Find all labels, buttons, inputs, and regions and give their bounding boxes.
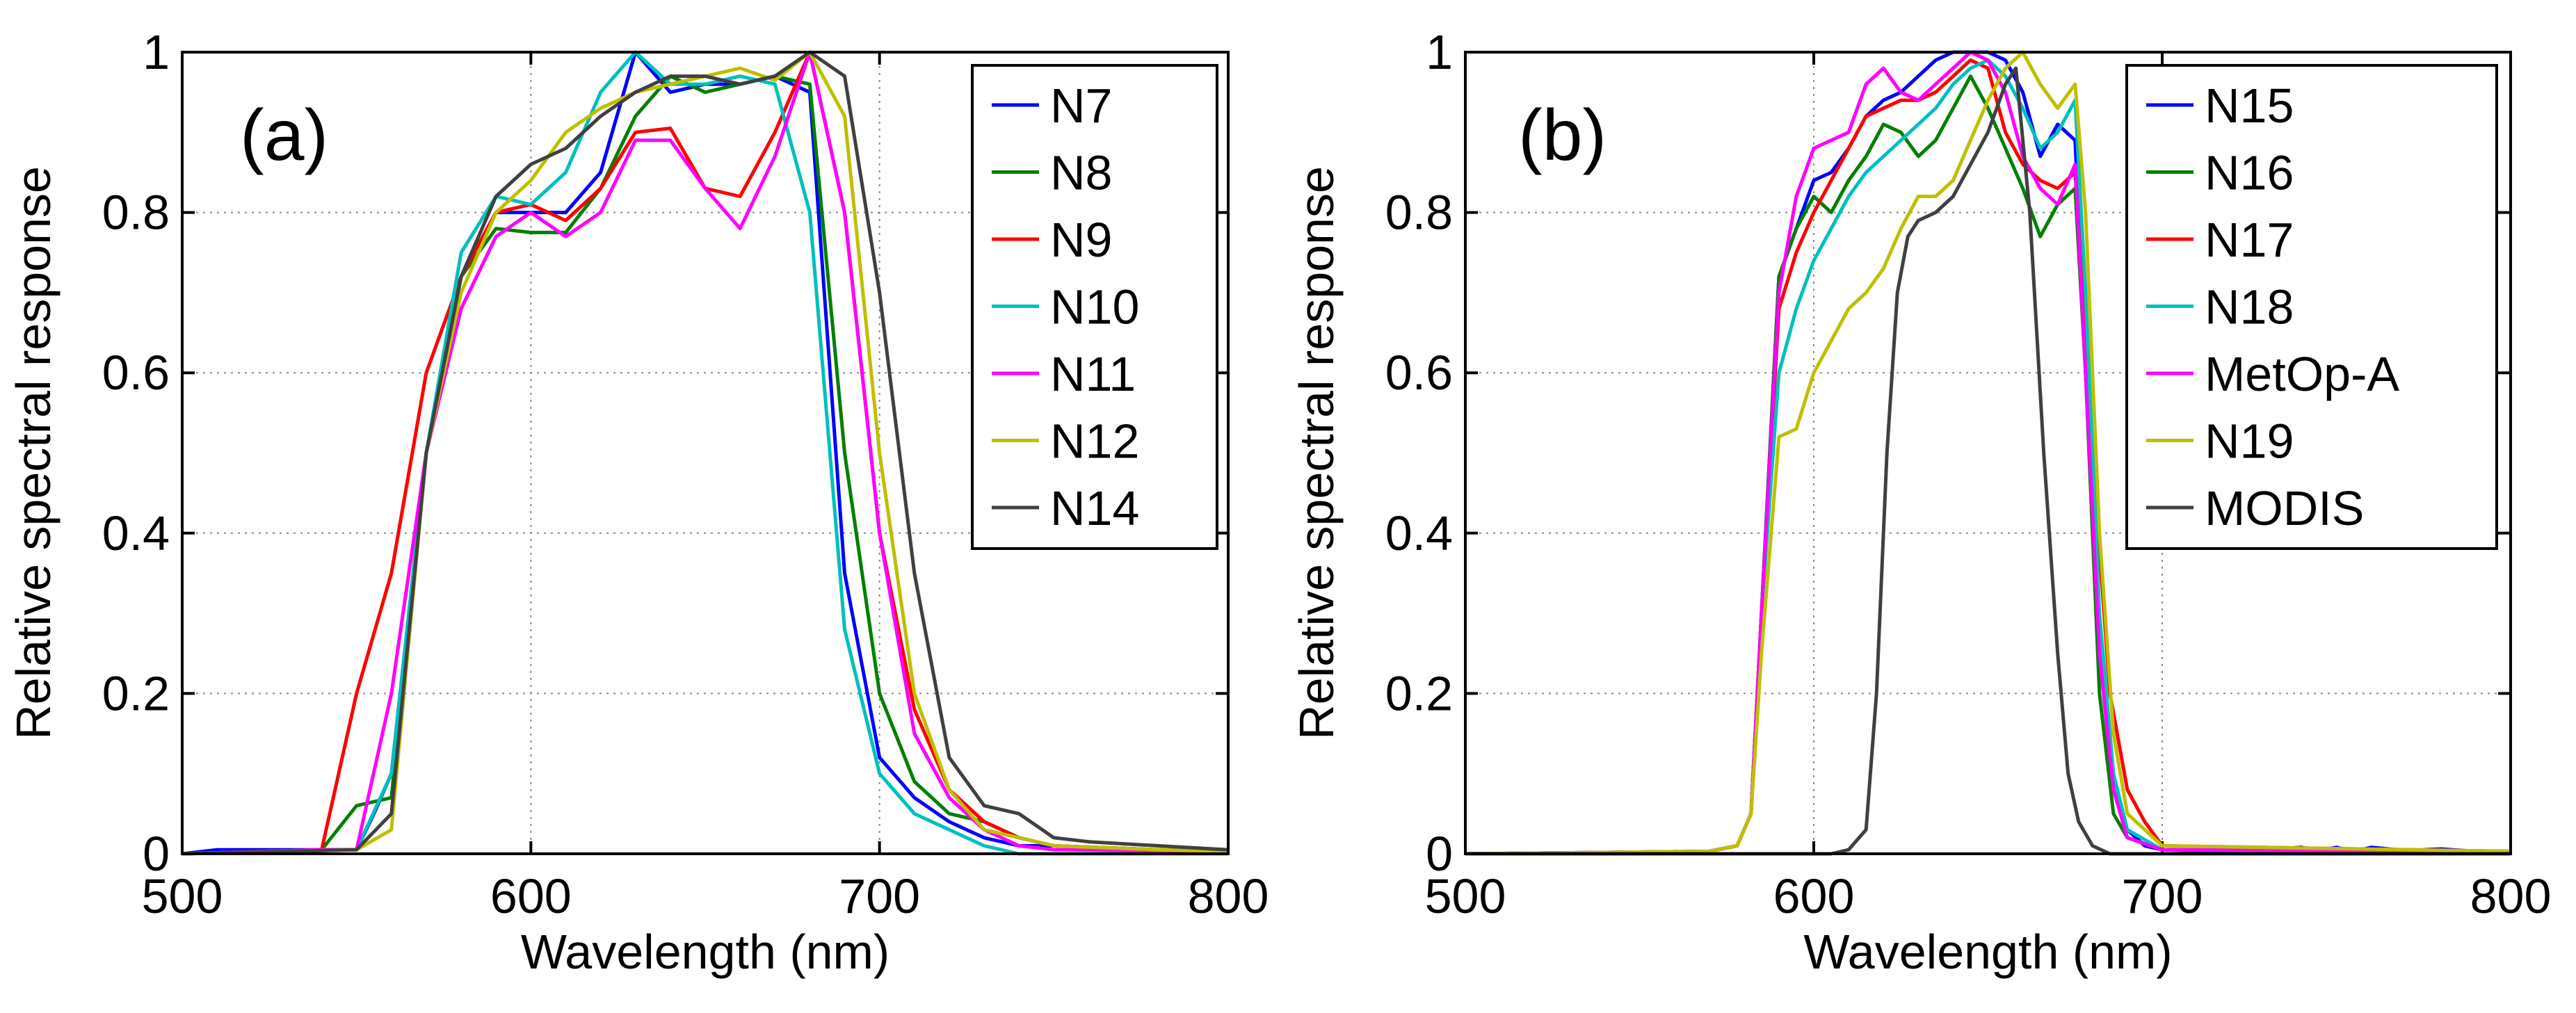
panel-a-series-n14 xyxy=(182,50,1229,856)
panel-b-xtick-labels: 500 600 700 800 xyxy=(1425,869,2552,923)
panel-a-legend-label-n7: N7 xyxy=(1050,79,1112,133)
panel-a-legend-label-n11: N11 xyxy=(1050,347,1136,401)
panel-b-series-n18 xyxy=(1465,58,2511,856)
panel-b-series-n19 xyxy=(1465,50,2511,856)
panel-a-ytick-label: 1 xyxy=(143,25,170,79)
panel-b-ytick-labels: 0 0.2 0.4 0.6 0.8 1 xyxy=(1385,25,1453,881)
panel-a-ytick-label: 0.2 xyxy=(102,666,170,720)
panel-a-legend-label-n10: N10 xyxy=(1050,280,1139,334)
panel-b-ytick-label: 0.8 xyxy=(1385,186,1453,240)
panel-a-series-n12 xyxy=(182,50,1229,856)
panel-a-legend-label-n9: N9 xyxy=(1050,213,1112,267)
panel-a-xtick-label: 800 xyxy=(1188,869,1269,923)
panel-a-xtick-labels: 500 600 700 800 xyxy=(142,869,1269,923)
panel-b-series-modis xyxy=(1465,66,2511,856)
panel-b-xtick-label: 500 xyxy=(1425,869,1506,923)
panel-b-axes-frame xyxy=(1464,51,2512,855)
panel-a-ytick-label: 0 xyxy=(143,827,170,881)
panel-a-xtick-label: 700 xyxy=(839,869,920,923)
panel-b-ytick-label: 1 xyxy=(1426,25,1453,79)
panel-a-ytick-label: 0.8 xyxy=(102,186,170,240)
panel-a-legend-label-n12: N12 xyxy=(1050,414,1139,469)
panel-b-series xyxy=(1465,50,2511,856)
panel-a-ylabel: Relative spectral response xyxy=(6,166,61,740)
panel-b-legend-label-n18: N18 xyxy=(2205,280,2294,334)
panel-b-xtick-label: 600 xyxy=(1773,869,1855,923)
panel-a-label: (a) xyxy=(240,95,328,176)
panel-b-ytick-label: 0.6 xyxy=(1385,346,1453,400)
panel-b-xtick-label: 700 xyxy=(2122,869,2203,923)
panel-b-legend-label-metop-a: MetOp-A xyxy=(2205,347,2399,401)
panel-a-xlabel: Wavelength (nm) xyxy=(521,925,889,979)
panel-a-ytick-label: 0.6 xyxy=(102,346,170,400)
panel-a-xtick-label: 500 xyxy=(142,869,223,923)
panel-b-label: (b) xyxy=(1518,95,1607,176)
panel-a-series xyxy=(182,50,1229,856)
panel-a-legend: N7 N8 N9 N10 N11 N12 N14 xyxy=(971,64,1218,550)
panel-a: 500 600 700 800 0 0.2 0.4 0.6 0.8 1 Wavelength (… xyxy=(6,25,1269,979)
panel-b-legend-label-n19: N19 xyxy=(2205,414,2294,469)
panel-a-ytick-label: 0.4 xyxy=(102,506,170,560)
panel-b-legend-label-n17: N17 xyxy=(2205,213,2294,267)
panel-b-xtick-label: 800 xyxy=(2470,869,2552,923)
panel-b-legend-label-modis: MODIS xyxy=(2205,481,2364,535)
panel-b-xlabel: Wavelength (nm) xyxy=(1803,925,2172,979)
panel-b-series-metop-a xyxy=(1465,50,2511,856)
panel-b-legend: N15 N16 N17 N18 MetOp-A N19 MODIS xyxy=(2125,64,2498,550)
panel-b-ytick-label: 0 xyxy=(1426,827,1453,881)
panel-a-xtick-label: 600 xyxy=(490,869,572,923)
panel-a-legend-label-n8: N8 xyxy=(1050,146,1112,200)
panel-b-ytick-label: 0.4 xyxy=(1385,506,1453,560)
panel-b-legend-label-n16: N16 xyxy=(2205,146,2294,200)
panel-a-ytick-labels: 0 0.2 0.4 0.6 0.8 1 xyxy=(102,25,170,881)
panel-b-ytick-label: 0.2 xyxy=(1385,666,1453,720)
panel-a-axes-frame xyxy=(181,51,1230,855)
panel-b: 500 600 700 800 0 0.2 0.4 0.6 0.8 1 Wavelength (… xyxy=(1289,25,2551,979)
panel-a-legend-label-n14: N14 xyxy=(1050,481,1139,535)
panel-a-series-n11 xyxy=(182,50,1229,856)
panel-b-legend-label-n15: N15 xyxy=(2205,79,2294,133)
panel-b-ylabel: Relative spectral response xyxy=(1289,166,1344,740)
